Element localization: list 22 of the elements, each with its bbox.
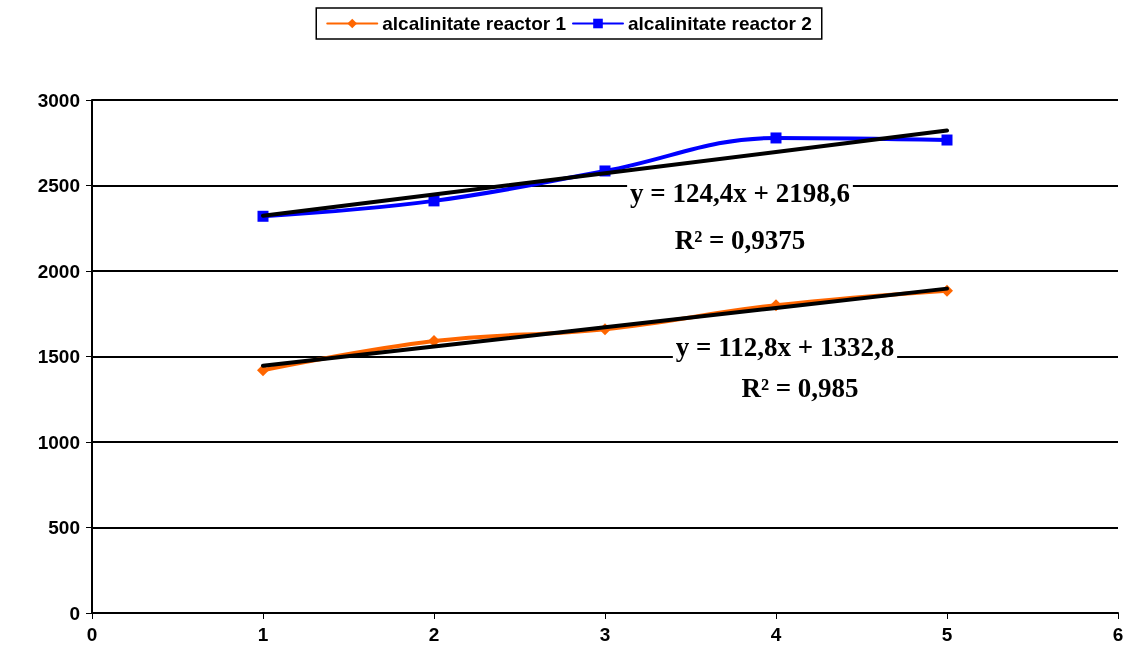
y-tick-label: 1000: [37, 431, 80, 453]
x-tick-label: 5: [941, 624, 953, 645]
legend-label: alcalinitate reactor 2: [628, 13, 812, 34]
point: [770, 132, 782, 144]
annotation: R² = 0,985: [741, 373, 859, 403]
x-tick-label: 6: [1112, 624, 1124, 645]
x-tick-label: 0: [86, 624, 98, 645]
x-tick-label: 3: [599, 624, 611, 645]
annotation: y = 112,8x + 1332,8: [675, 332, 895, 362]
y-tick-label: 0: [69, 602, 80, 624]
point: [941, 134, 953, 146]
x-tick-label: 1: [257, 624, 269, 645]
annotation: R² = 0,9375: [674, 225, 806, 255]
y-tick-label: 500: [48, 517, 80, 538]
annotation: y = 124,4x + 2198,6: [630, 178, 850, 208]
x-tick-label: 4: [770, 624, 782, 645]
x-tick-label: 2: [428, 624, 440, 645]
y-tick-label: 2000: [37, 260, 80, 282]
y-tick-label: 1500: [37, 346, 80, 367]
y-tick-label: 2500: [37, 175, 80, 196]
y-tick-label: 3000: [37, 89, 80, 111]
legend-label: alcalinitate reactor 1: [382, 13, 567, 34]
